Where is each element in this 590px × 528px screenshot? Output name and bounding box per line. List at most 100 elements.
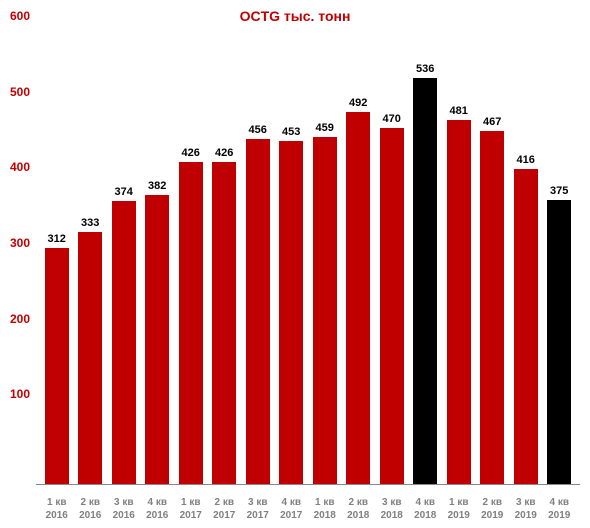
bar: 426 [179, 162, 203, 484]
bar-value-label: 467 [483, 116, 501, 131]
bar: 416 [514, 169, 538, 484]
bar-value-label: 312 [48, 233, 66, 248]
x-tick-quarter: 2 кв [476, 497, 510, 510]
x-tick-quarter: 1 кв [442, 497, 476, 510]
x-tick-quarter: 1 кв [40, 497, 74, 510]
x-tick-year: 2016 [141, 510, 175, 523]
x-tick-quarter: 4 кв [275, 497, 309, 510]
x-tick-year: 2017 [208, 510, 242, 523]
x-tick-quarter: 3 кв [509, 497, 543, 510]
bar-slot: 382 [141, 30, 175, 484]
x-tick-quarter: 2 кв [342, 497, 376, 510]
bar-slot: 374 [107, 30, 141, 484]
x-tick-year: 2018 [409, 510, 443, 523]
bar-slot: 416 [509, 30, 543, 484]
x-tick-year: 2018 [308, 510, 342, 523]
bar-value-label: 453 [282, 126, 300, 141]
x-tick-label: 2 кв2017 [208, 488, 242, 528]
bar-value-label: 416 [517, 154, 535, 169]
x-tick-quarter: 1 кв [174, 497, 208, 510]
x-tick-label: 3 кв2018 [375, 488, 409, 528]
x-tick-label: 1 кв2016 [40, 488, 74, 528]
x-axis-labels: 1 кв20162 кв20163 кв20164 кв20161 кв2017… [36, 488, 580, 528]
bar-value-label: 426 [215, 147, 233, 162]
x-tick-label: 4 кв2017 [275, 488, 309, 528]
x-tick-label: 1 кв2019 [442, 488, 476, 528]
x-tick-label: 3 кв2017 [241, 488, 275, 528]
x-tick-label: 2 кв2018 [342, 488, 376, 528]
x-tick-label: 2 кв2019 [476, 488, 510, 528]
bar-slot: 426 [174, 30, 208, 484]
bar-slot: 312 [40, 30, 74, 484]
bars-row: 3123333743824264264564534594924705364814… [36, 30, 580, 484]
bar: 374 [112, 201, 136, 484]
x-tick-quarter: 4 кв [409, 497, 443, 510]
bar-value-label: 333 [81, 217, 99, 232]
x-tick-label: 1 кв2018 [308, 488, 342, 528]
bar-value-label: 459 [316, 122, 334, 137]
x-tick-label: 2 кв2016 [74, 488, 108, 528]
x-tick-label: 4 кв2018 [409, 488, 443, 528]
x-tick-year: 2016 [40, 510, 74, 523]
bar: 492 [346, 112, 370, 484]
bar-slot: 333 [74, 30, 108, 484]
x-tick-year: 2017 [241, 510, 275, 523]
x-tick-year: 2019 [509, 510, 543, 523]
bar-slot: 467 [476, 30, 510, 484]
bar: 536 [413, 78, 437, 484]
bar-slot: 426 [208, 30, 242, 484]
bar: 467 [480, 131, 504, 484]
x-tick-quarter: 1 кв [308, 497, 342, 510]
x-tick-label: 3 кв2016 [107, 488, 141, 528]
x-tick-quarter: 3 кв [241, 497, 275, 510]
x-tick-label: 4 кв2019 [543, 488, 577, 528]
x-tick-quarter: 4 кв [141, 497, 175, 510]
x-tick-year: 2019 [442, 510, 476, 523]
bar: 312 [45, 248, 69, 484]
bar-slot: 453 [275, 30, 309, 484]
bar-slot: 375 [543, 30, 577, 484]
y-tick-label: 300 [10, 236, 36, 250]
bar-slot: 456 [241, 30, 275, 484]
bar: 375 [547, 200, 571, 484]
bar: 453 [279, 141, 303, 484]
bar: 426 [212, 162, 236, 484]
octg-bar-chart: OCTG тыс. тонн 3123333743824264264564534… [0, 0, 590, 528]
x-tick-year: 2017 [275, 510, 309, 523]
bar-slot: 459 [308, 30, 342, 484]
bar-value-label: 375 [550, 185, 568, 200]
x-tick-quarter: 2 кв [208, 497, 242, 510]
bar-slot: 492 [342, 30, 376, 484]
bar-value-label: 470 [383, 113, 401, 128]
bar-value-label: 426 [182, 147, 200, 162]
bar: 456 [246, 139, 270, 484]
bar: 382 [145, 195, 169, 484]
y-tick-label: 200 [10, 312, 36, 326]
bar-slot: 481 [442, 30, 476, 484]
x-tick-year: 2018 [342, 510, 376, 523]
bar-slot: 470 [375, 30, 409, 484]
x-tick-year: 2017 [174, 510, 208, 523]
x-tick-label: 3 кв2019 [509, 488, 543, 528]
y-tick-label: 600 [10, 9, 36, 23]
x-tick-quarter: 4 кв [543, 497, 577, 510]
plot-area: 3123333743824264264564534594924705364814… [36, 30, 580, 485]
bar-value-label: 492 [349, 97, 367, 112]
bar: 481 [447, 120, 471, 484]
y-tick-label: 500 [10, 85, 36, 99]
chart-title: OCTG тыс. тонн [0, 8, 590, 24]
bar: 470 [380, 128, 404, 484]
x-tick-year: 2019 [543, 510, 577, 523]
bar-value-label: 481 [450, 105, 468, 120]
y-tick-label: 100 [10, 387, 36, 401]
bar: 333 [78, 232, 102, 484]
bar-value-label: 536 [416, 63, 434, 78]
bar-value-label: 374 [115, 186, 133, 201]
x-tick-label: 1 кв2017 [174, 488, 208, 528]
bar-value-label: 456 [249, 124, 267, 139]
x-tick-year: 2016 [107, 510, 141, 523]
x-tick-quarter: 3 кв [375, 497, 409, 510]
bar: 459 [313, 137, 337, 484]
x-tick-quarter: 3 кв [107, 497, 141, 510]
x-tick-label: 4 кв2016 [141, 488, 175, 528]
